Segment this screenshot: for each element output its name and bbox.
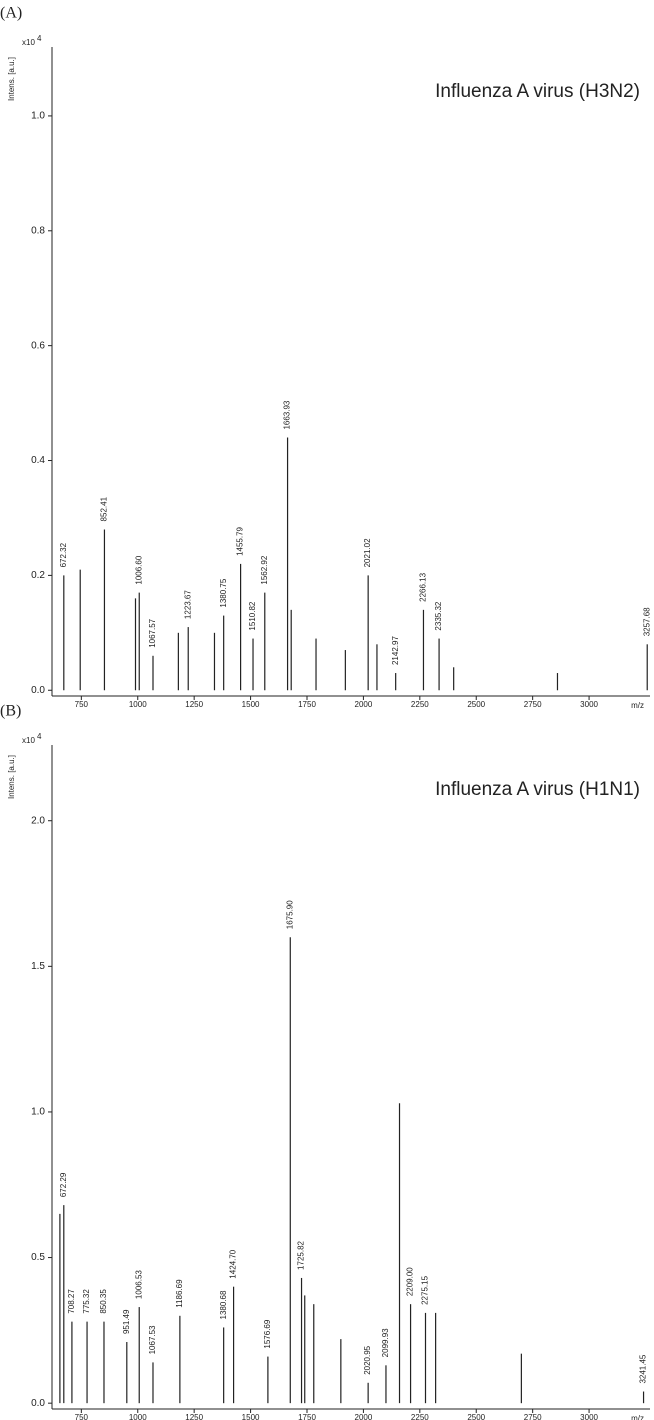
peak-label: 3257.68 xyxy=(642,607,651,636)
x-tick-label: 2250 xyxy=(411,1413,429,1420)
peak-label: 2335.32 xyxy=(434,601,443,630)
peak-label: 1380.68 xyxy=(219,1290,228,1319)
y-tick-label: 0.8 xyxy=(31,225,45,236)
x-tick-label: 2000 xyxy=(355,1413,373,1420)
peak-label: 1725.82 xyxy=(297,1240,306,1269)
panel-label: (B) xyxy=(0,703,21,720)
y-tick-label: 0.4 xyxy=(31,455,45,466)
y-axis-label: Intens. [a.u.] xyxy=(7,755,16,799)
peak-label: 1006.53 xyxy=(134,1270,143,1299)
y-tick-label: 0.5 xyxy=(31,1252,45,1263)
x-tick-label: 2500 xyxy=(467,1413,485,1420)
y-tick-label: 0.0 xyxy=(31,685,45,696)
x-tick-label: 2000 xyxy=(355,700,373,709)
x-axis-label: m/z xyxy=(631,701,644,710)
x-tick-label: 3000 xyxy=(580,1413,598,1420)
peak-label: 1663.93 xyxy=(283,400,292,429)
y-tick-label: 0.6 xyxy=(31,340,45,351)
x-tick-label: 1250 xyxy=(185,700,203,709)
peak-label: 1067.53 xyxy=(148,1325,157,1354)
peak-label: 850.35 xyxy=(99,1289,108,1314)
peak-label: 1675.90 xyxy=(285,900,294,929)
peak-label: 775.32 xyxy=(82,1289,91,1314)
peak-label: 2021.02 xyxy=(363,538,372,567)
y-tick-label: 1.0 xyxy=(31,1107,45,1118)
y-scale-exponent: 4 xyxy=(37,732,42,741)
y-tick-label: 0.0 xyxy=(31,1398,45,1409)
peak-label: 2020.95 xyxy=(363,1345,372,1374)
peak-label: 2209.00 xyxy=(406,1267,415,1296)
peak-label: 1186.69 xyxy=(175,1279,184,1308)
x-tick-label: 2500 xyxy=(467,700,485,709)
x-axis-label: m/z xyxy=(631,1414,644,1420)
peak-label: 1424.70 xyxy=(229,1249,238,1278)
x-tick-label: 1750 xyxy=(298,700,316,709)
x-tick-label: 1000 xyxy=(129,700,147,709)
peak-label: 672.29 xyxy=(59,1172,68,1197)
y-tick-label: 2.0 xyxy=(31,815,45,826)
chart-title: Influenza A virus (H3N2) xyxy=(435,81,640,102)
y-tick-label: 0.2 xyxy=(31,570,45,581)
x-tick-label: 1250 xyxy=(185,1413,203,1420)
peak-label: 2142.97 xyxy=(391,636,400,665)
x-tick-label: 1750 xyxy=(298,1413,316,1420)
peak-label: 1510.82 xyxy=(248,601,257,630)
y-tick-label: 1.0 xyxy=(31,111,45,122)
peak-label: 3241.45 xyxy=(639,1354,648,1383)
peak-label: 2099.93 xyxy=(381,1328,390,1357)
y-scale: x10 xyxy=(22,736,35,745)
x-tick-label: 3000 xyxy=(580,700,598,709)
peak-label: 951.49 xyxy=(122,1309,131,1334)
x-tick-label: 1000 xyxy=(129,1413,147,1420)
x-tick-label: 750 xyxy=(75,700,89,709)
x-tick-label: 2250 xyxy=(411,700,429,709)
y-scale: x10 xyxy=(22,38,35,47)
peak-label: 672.32 xyxy=(59,542,68,567)
peak-label: 1380.75 xyxy=(219,578,228,607)
chart-title: Influenza A virus (H1N1) xyxy=(435,779,640,800)
peak-label: 1067.57 xyxy=(148,618,157,647)
peak-label: 708.27 xyxy=(67,1289,76,1314)
y-tick-label: 1.5 xyxy=(31,961,45,972)
y-axis-label: Intens. [a.u.] xyxy=(7,57,16,101)
x-tick-label: 1500 xyxy=(242,1413,260,1420)
peak-label: 852.41 xyxy=(100,496,109,521)
x-tick-label: 2750 xyxy=(524,700,542,709)
peak-label: 1455.79 xyxy=(236,526,245,555)
x-tick-label: 2750 xyxy=(524,1413,542,1420)
x-tick-label: 1500 xyxy=(242,700,260,709)
peak-label: 1223.67 xyxy=(183,590,192,619)
x-tick-label: 750 xyxy=(75,1413,89,1420)
panel-label: (A) xyxy=(0,5,22,22)
peak-label: 1562.92 xyxy=(260,555,269,584)
peak-label: 2266.13 xyxy=(419,572,428,601)
peak-label: 1006.60 xyxy=(134,555,143,584)
y-scale-exponent: 4 xyxy=(37,34,42,43)
peak-label: 1576.69 xyxy=(263,1319,272,1348)
peak-label: 2275.15 xyxy=(421,1275,430,1304)
